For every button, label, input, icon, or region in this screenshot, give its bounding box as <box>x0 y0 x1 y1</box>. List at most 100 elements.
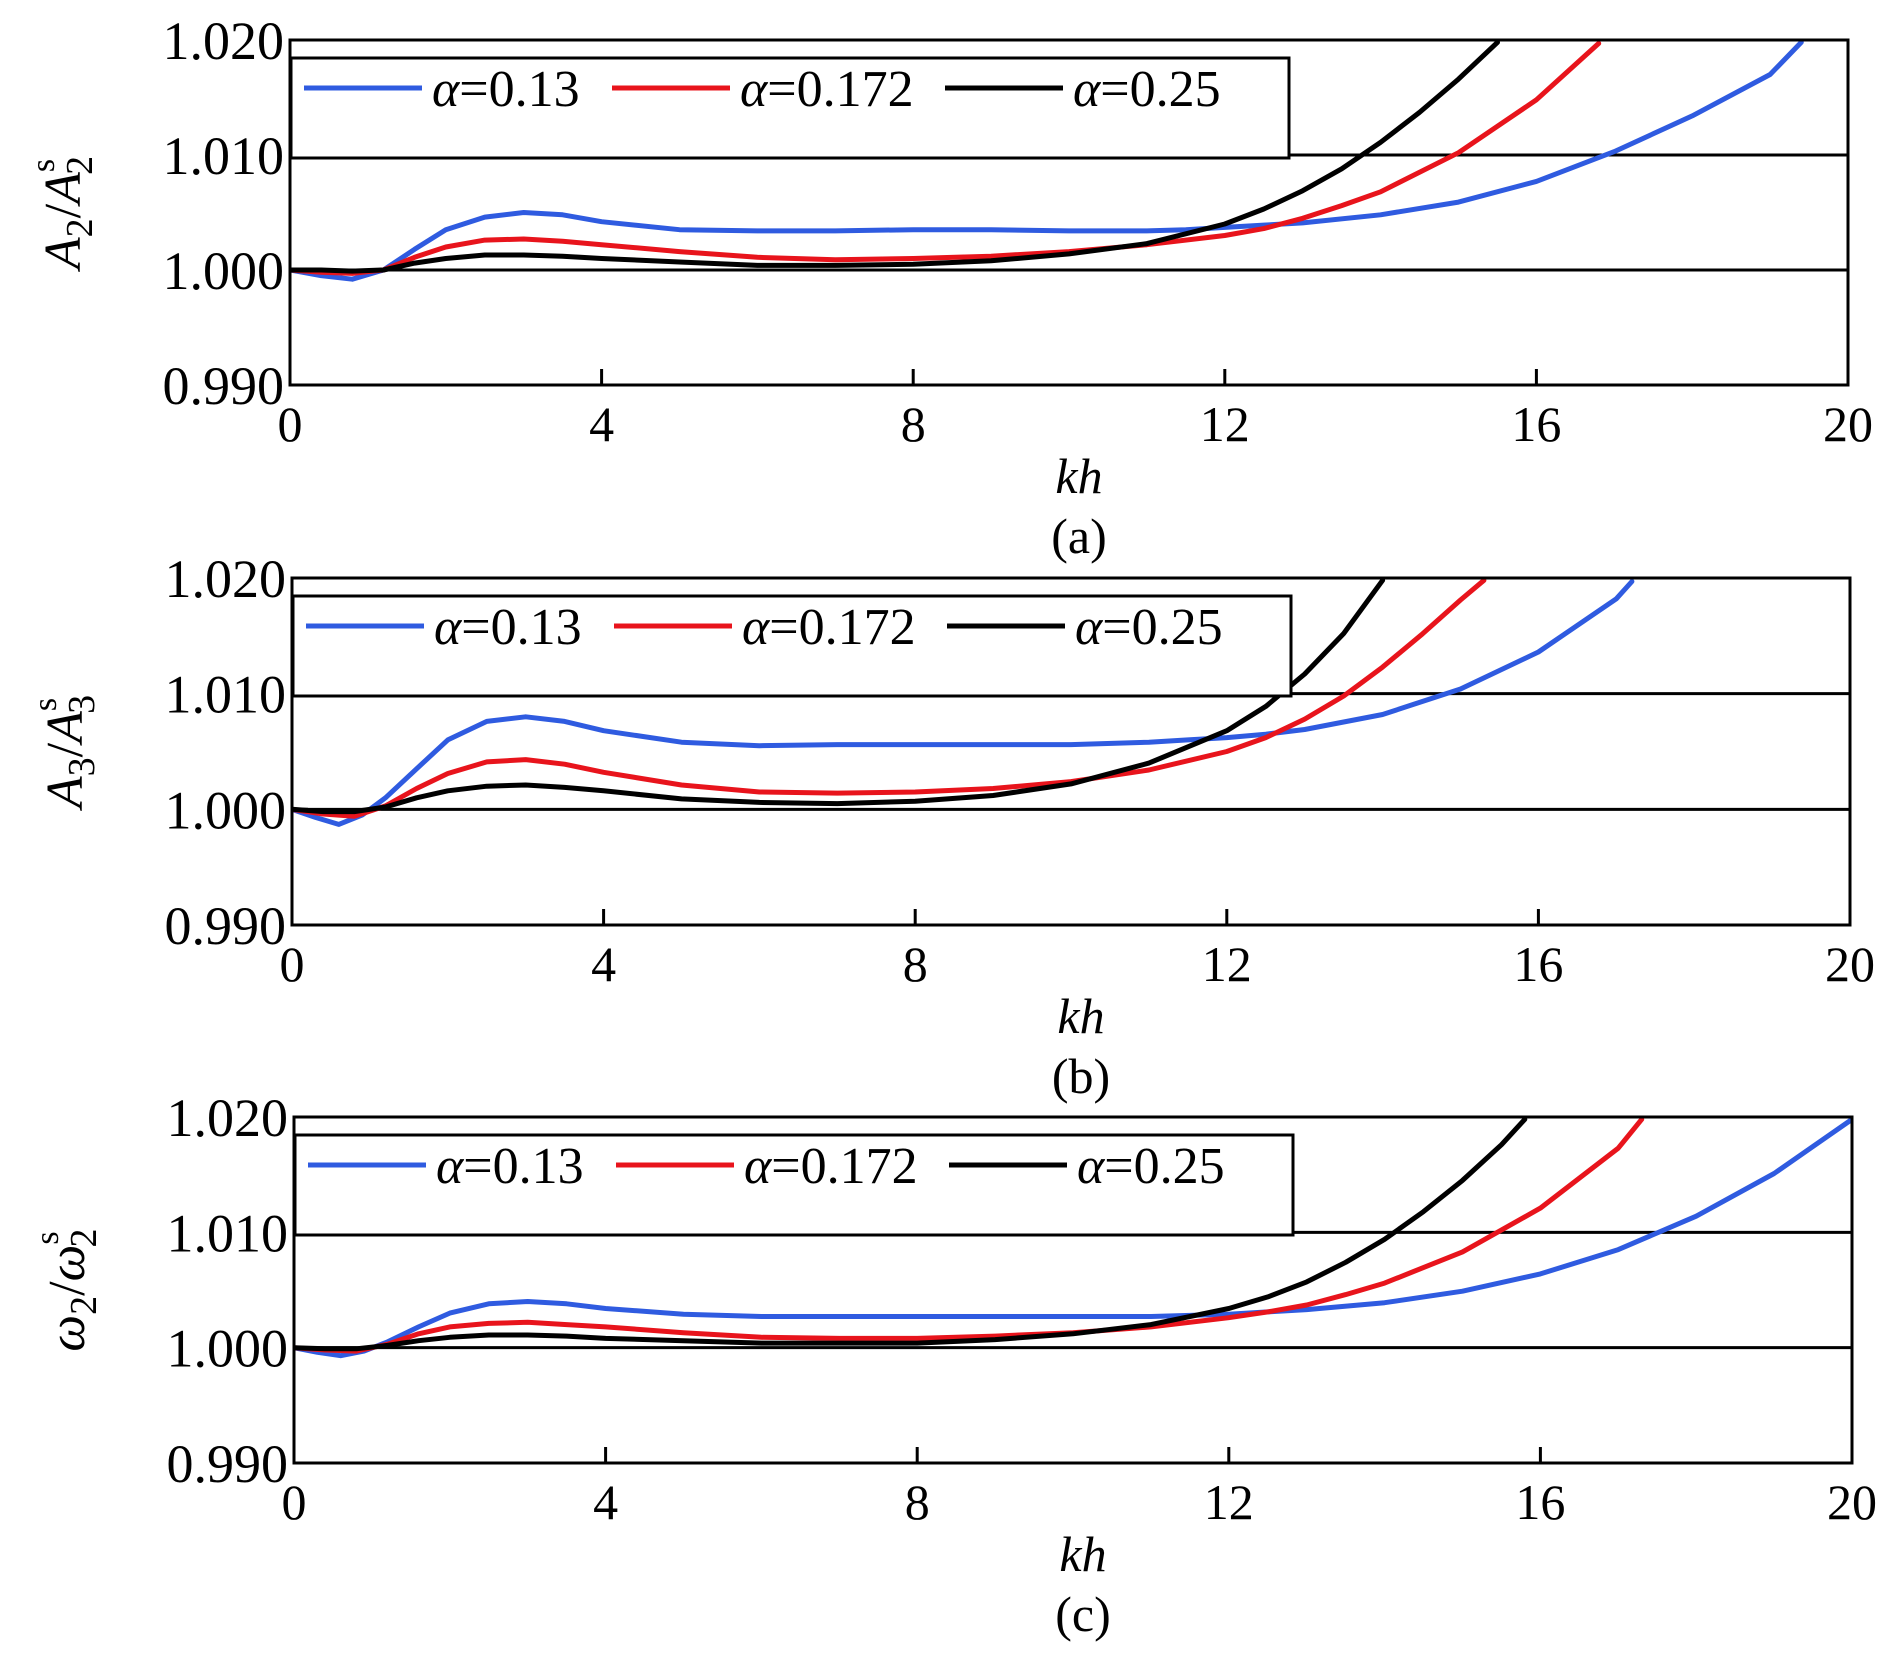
y-label-sub: 3 <box>61 757 103 776</box>
legend-value: =0.25 <box>1104 1138 1224 1195</box>
legend: α=0.13 α=0.172 α=0.25 <box>293 1133 1295 1237</box>
x-axis-title: kh <box>1059 1526 1106 1582</box>
x-tick-label: 0 <box>280 936 305 992</box>
y-tick-label: 1.020 <box>165 549 287 609</box>
legend-value: =0.25 <box>1102 599 1222 656</box>
x-axis-title: kh <box>1055 448 1102 504</box>
y-tick-label: 1.000 <box>167 1319 289 1379</box>
y-label-sub2: 2 <box>63 1228 105 1247</box>
x-tick-label: 12 <box>1204 1474 1254 1530</box>
legend-label-0: α=0.13 <box>434 599 582 656</box>
panel-label: (a) <box>1051 508 1107 564</box>
legend-value: =0.172 <box>771 1138 917 1195</box>
y-label-base: A <box>35 237 92 272</box>
x-tick-label: 4 <box>593 1474 618 1530</box>
series-line-2 <box>292 578 1386 815</box>
y-axis-title: A3/As3 <box>27 695 103 811</box>
x-tick-label: 0 <box>278 396 303 452</box>
y-tick-label: 1.010 <box>167 1203 289 1263</box>
y-label-base2: ω <box>39 1245 96 1282</box>
x-tick-label: 8 <box>903 936 928 992</box>
legend-symbol: α <box>434 599 463 656</box>
x-tick-label: 16 <box>1515 1474 1565 1530</box>
legend-box <box>289 56 1291 160</box>
y-tick-label: 1.010 <box>163 126 285 186</box>
y-label-sup: s <box>29 1231 66 1244</box>
series-line-2 <box>294 1117 1528 1352</box>
x-tick-label: 20 <box>1827 1474 1877 1530</box>
plot-frame <box>290 576 1852 927</box>
y-tick-label: 1.020 <box>163 11 285 71</box>
legend-symbol: α <box>1077 1138 1106 1195</box>
legend-symbol: α <box>1075 599 1104 656</box>
legend-value: =0.25 <box>1100 61 1220 118</box>
legend: α=0.13 α=0.172 α=0.25 <box>289 56 1291 160</box>
chart-panel-a: 0 4 8 12 16 200.9901.0001.0101.020kh(a)A2/As2… <box>25 11 1873 564</box>
legend-value: =0.13 <box>463 1138 583 1195</box>
x-tick-label: 20 <box>1823 396 1873 452</box>
y-label-base: A <box>37 776 94 811</box>
legend-box <box>291 594 1293 698</box>
chart-panel-c: 0 4 8 12 16 200.9901.0001.0101.020kh(c)ω2/ωs2… <box>29 1088 1877 1642</box>
y-label-base: ω <box>39 1315 96 1352</box>
series-line-1 <box>292 578 1487 819</box>
legend-value: =0.172 <box>767 61 913 118</box>
panel-label: (b) <box>1052 1048 1110 1104</box>
y-label-base2: A <box>37 711 94 746</box>
y-tick-label: 0.990 <box>167 1434 289 1494</box>
y-tick-label: 1.000 <box>165 780 287 840</box>
x-tick-label: 4 <box>589 396 614 452</box>
x-tick-label: 8 <box>905 1474 930 1530</box>
y-tick-label: 1.020 <box>167 1088 289 1148</box>
y-label-sub: 2 <box>63 1296 105 1315</box>
series-line-0 <box>292 579 1635 827</box>
plot-frame <box>288 38 1850 387</box>
x-tick-label: 12 <box>1200 396 1250 452</box>
y-label-sep: / <box>35 203 92 218</box>
x-tick-label: 16 <box>1513 936 1563 992</box>
legend-symbol: α <box>432 61 461 118</box>
x-tick-label: 0 <box>282 1474 307 1530</box>
x-tick-label: 8 <box>901 396 926 452</box>
legend-label-0: α=0.13 <box>436 1138 584 1195</box>
legend-box <box>293 1133 1295 1237</box>
y-label-base2: A <box>35 172 92 207</box>
legend-value: =0.13 <box>459 61 579 118</box>
legend-symbol: α <box>744 1138 773 1195</box>
legend-symbol: α <box>740 61 769 118</box>
series-line-0 <box>290 40 1804 282</box>
y-tick-label: 0.990 <box>163 356 285 416</box>
y-axis-title: ω2/ωs2 <box>29 1228 105 1351</box>
y-label-sep: / <box>37 742 94 757</box>
plot-frame <box>292 1115 1854 1465</box>
legend-symbol: α <box>742 599 771 656</box>
series-line-2 <box>290 40 1500 274</box>
y-label-sup: s <box>25 159 62 172</box>
series-line-1 <box>294 1117 1645 1354</box>
legend-label-2: α=0.25 <box>1073 61 1221 118</box>
legend-symbol: α <box>436 1138 465 1195</box>
panel-label: (c) <box>1055 1586 1111 1642</box>
series-line-0 <box>294 1117 1852 1359</box>
legend-symbol: α <box>1073 61 1102 118</box>
y-label-sub2: 3 <box>61 695 103 714</box>
legend-label-2: α=0.25 <box>1075 599 1223 656</box>
legend-value: =0.172 <box>769 599 915 656</box>
legend-label-0: α=0.13 <box>432 61 580 118</box>
y-label-sub: 2 <box>59 218 101 237</box>
y-label-sep: / <box>39 1281 96 1296</box>
y-axis-title: A2/As2 <box>25 156 101 272</box>
legend-value: =0.13 <box>461 599 581 656</box>
y-tick-label: 1.010 <box>165 665 287 725</box>
x-tick-label: 20 <box>1825 936 1875 992</box>
y-tick-label: 1.000 <box>163 241 285 301</box>
y-tick-label: 0.990 <box>165 896 287 956</box>
y-label-sup: s <box>27 698 64 711</box>
legend: α=0.13 α=0.172 α=0.25 <box>291 594 1293 698</box>
legend-label-1: α=0.172 <box>740 61 914 118</box>
legend-label-1: α=0.172 <box>744 1138 918 1195</box>
y-label-sub2: 2 <box>59 156 101 175</box>
x-axis-title: kh <box>1057 988 1104 1044</box>
legend-label-1: α=0.172 <box>742 599 916 656</box>
